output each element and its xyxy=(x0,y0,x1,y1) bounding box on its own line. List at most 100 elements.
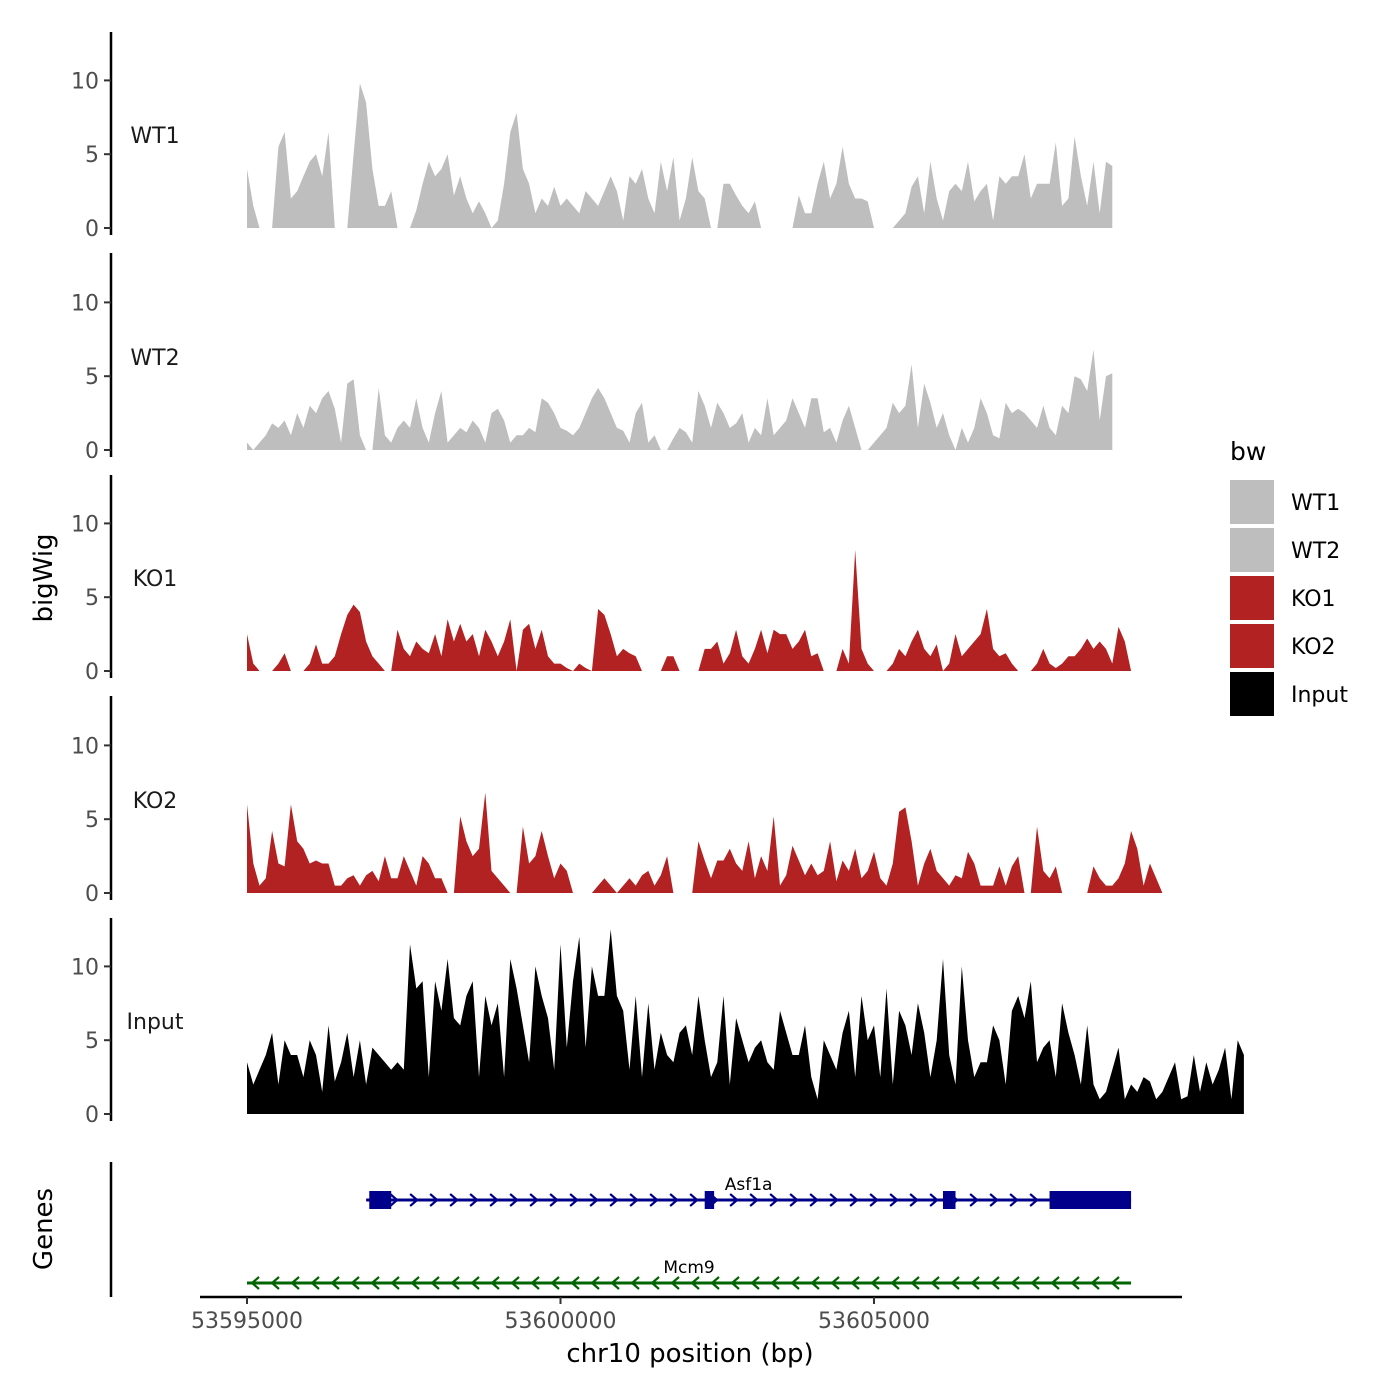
strand-arrow-icon xyxy=(750,1276,760,1290)
track-ko1: 0 5 10 KO1 xyxy=(71,475,1132,685)
strand-arrow-icon xyxy=(690,1276,700,1290)
legend-item: KO2 xyxy=(1230,624,1336,668)
strand-arrow-icon xyxy=(829,1193,839,1207)
x-tick-label: 53600000 xyxy=(505,1309,617,1334)
strand-arrow-icon xyxy=(1090,1276,1100,1290)
legend-label: Input xyxy=(1291,683,1348,708)
strand-arrow-icon xyxy=(549,1193,559,1207)
tracks-layer: 0 5 10 WT1 0 5 10 WT2 0 5 10 KO1 0 5 10 KO2 0 5 10 Input xyxy=(71,32,1244,1128)
y-tick-label: 5 xyxy=(85,1029,99,1054)
track-ko2: 0 5 10 KO2 xyxy=(71,696,1163,907)
strand-arrow-icon xyxy=(930,1276,940,1290)
legend-label: WT2 xyxy=(1291,539,1340,564)
strand-arrow-icon xyxy=(990,1276,1000,1290)
x-tick-label: 53605000 xyxy=(818,1309,930,1334)
y-tick-label: 5 xyxy=(85,143,99,168)
strand-arrow-icon xyxy=(870,1276,880,1290)
x-tick-label: 53595000 xyxy=(191,1309,303,1334)
strand-arrow-icon xyxy=(570,1276,580,1290)
strand-arrow-icon xyxy=(429,1193,439,1207)
strand-arrow-icon xyxy=(450,1276,460,1290)
strand-arrow-icon xyxy=(929,1193,939,1207)
gene-exon xyxy=(1049,1191,1132,1209)
strand-arrow-icon xyxy=(550,1276,560,1290)
track-label: WT2 xyxy=(130,346,179,371)
y-tick-label: 10 xyxy=(71,734,99,759)
y-tick-label: 0 xyxy=(85,439,99,464)
strand-arrow-icon xyxy=(1009,1193,1019,1207)
strand-arrow-icon xyxy=(869,1193,879,1207)
track-area-wt1 xyxy=(247,83,1113,229)
strand-arrow-icon xyxy=(910,1276,920,1290)
strand-arrow-icon xyxy=(809,1193,819,1207)
strand-arrow-icon xyxy=(769,1193,779,1207)
strand-arrow-icon xyxy=(629,1193,639,1207)
strand-arrow-icon xyxy=(729,1193,739,1207)
strand-arrow-icon xyxy=(689,1193,699,1207)
x-axis: chr10 position (bp) 53595000 53600000 5360… xyxy=(191,1295,1182,1369)
strand-arrow-icon xyxy=(409,1193,419,1207)
strand-arrow-icon xyxy=(330,1276,340,1290)
gene-label: Asf1a xyxy=(725,1175,773,1195)
strand-arrow-icon xyxy=(889,1193,899,1207)
strand-arrow-icon xyxy=(530,1276,540,1290)
strand-arrow-icon xyxy=(270,1276,280,1290)
legend-swatch xyxy=(1230,480,1274,524)
strand-arrow-icon xyxy=(730,1276,740,1290)
track-wt2: 0 5 10 WT2 xyxy=(71,253,1113,464)
strand-arrow-icon xyxy=(630,1276,640,1290)
y-tick-label: 5 xyxy=(85,365,99,390)
y-tick-label: 0 xyxy=(85,1103,99,1128)
y-tick-label: 10 xyxy=(71,69,99,94)
strand-arrow-icon xyxy=(890,1276,900,1290)
strand-arrow-icon xyxy=(390,1276,400,1290)
y-tick-label: 0 xyxy=(85,660,99,685)
strand-arrow-icon xyxy=(670,1276,680,1290)
strand-arrow-icon xyxy=(489,1193,499,1207)
gene-asf1a: Asf1a xyxy=(366,1175,1132,1209)
strand-arrow-icon xyxy=(1029,1193,1039,1207)
strand-arrow-icon xyxy=(710,1276,720,1290)
strand-arrow-icon xyxy=(1030,1276,1040,1290)
legend-item: KO1 xyxy=(1230,576,1336,620)
track-area-wt2 xyxy=(247,349,1113,450)
legend-label: KO2 xyxy=(1291,635,1336,660)
x-axis-title: chr10 position (bp) xyxy=(566,1339,813,1369)
strand-arrow-icon xyxy=(609,1193,619,1207)
legend-title: bw xyxy=(1230,437,1266,466)
genes-panel: Genes Asf1a Mcm9 xyxy=(29,1162,1132,1297)
strand-arrow-icon xyxy=(909,1193,919,1207)
track-label: KO2 xyxy=(133,789,178,814)
y-tick-label: 5 xyxy=(85,808,99,833)
y-axis-title: bigWig xyxy=(29,533,59,622)
strand-arrow-icon xyxy=(529,1193,539,1207)
track-wt1: 0 5 10 WT1 xyxy=(71,32,1113,242)
y-tick-label: 10 xyxy=(71,512,99,537)
strand-arrow-icon xyxy=(589,1193,599,1207)
gene-exon xyxy=(942,1191,956,1209)
legend-swatch xyxy=(1230,624,1274,668)
legend-label: WT1 xyxy=(1291,491,1340,516)
y-tick-label: 5 xyxy=(85,586,99,611)
strand-arrow-icon xyxy=(810,1276,820,1290)
gene-label: Mcm9 xyxy=(663,1258,714,1278)
genes-axis-title: Genes xyxy=(29,1188,59,1270)
strand-arrow-icon xyxy=(610,1276,620,1290)
track-label: KO1 xyxy=(133,567,178,592)
track-area-input xyxy=(247,929,1244,1114)
strand-arrow-icon xyxy=(290,1276,300,1290)
strand-arrow-icon xyxy=(969,1193,979,1207)
strand-arrow-icon xyxy=(790,1276,800,1290)
gene-mcm9: Mcm9 xyxy=(247,1258,1132,1290)
track-area-ko2 xyxy=(247,792,1163,893)
strand-arrow-icon xyxy=(490,1276,500,1290)
y-tick-label: 10 xyxy=(71,955,99,980)
y-tick-label: 0 xyxy=(85,882,99,907)
strand-arrow-icon xyxy=(250,1276,260,1290)
gene-exon xyxy=(704,1191,715,1209)
strand-arrow-icon xyxy=(789,1193,799,1207)
strand-arrow-icon xyxy=(569,1193,579,1207)
strand-arrow-icon xyxy=(1070,1276,1080,1290)
